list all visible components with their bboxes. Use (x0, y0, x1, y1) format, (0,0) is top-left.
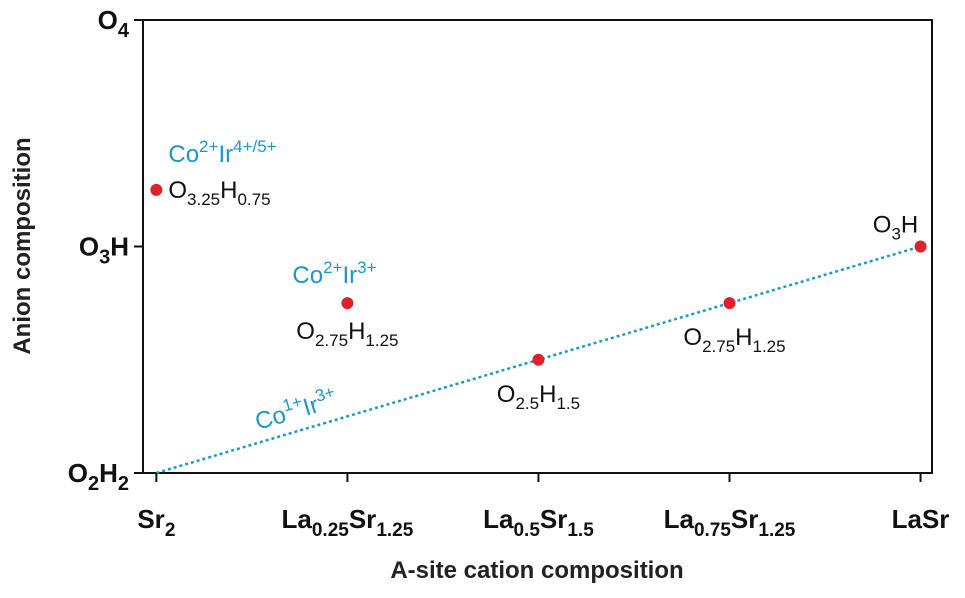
data-point (341, 297, 354, 310)
ticks-layer: Sr2 La0.25Sr1.25 La0.5Sr1.5 La0.75Sr1.25 LaS… (68, 5, 950, 541)
x-tick-label: La0.5Sr1.5 (483, 504, 594, 541)
oxidation-annotation: Co2+Ir3+ (292, 258, 376, 289)
y-axis-title: Anion composition (9, 137, 36, 354)
x-tick-label: Sr2 (137, 504, 175, 541)
x-tick-label: La0.25Sr1.25 (282, 504, 414, 541)
oxidation-annotation-trend: Co1+Ir3+ (251, 382, 341, 436)
data-point (723, 297, 736, 310)
points-layer: O3.25H0.75 O2.75H1.25 O2.5H1.5 O2.75H1.25 O3… (150, 177, 927, 413)
x-tick-label: LaSr (892, 504, 950, 534)
y-tick-label: O3H (79, 232, 129, 269)
data-point-label: O3.25H0.75 (168, 177, 270, 209)
data-point (532, 353, 545, 366)
data-point-label: O2.5H1.5 (497, 381, 580, 413)
x-tick-label: La0.75Sr1.25 (664, 504, 796, 541)
oxidation-annotation: Co2+Ir4+/5+ (168, 137, 276, 168)
data-point-label: O2.75H1.25 (296, 318, 398, 350)
data-point-label: O3H (873, 212, 918, 244)
y-tick-label: O2H2 (68, 458, 129, 495)
y-tick-label: O4 (98, 5, 130, 42)
data-point-label: O2.75H1.25 (683, 324, 785, 356)
annotation-layer: Co2+Ir4+/5+ Co2+Ir3+ Co1+Ir3+ (168, 137, 376, 436)
data-point (150, 183, 163, 196)
x-axis-title: A-site cation composition (390, 557, 683, 584)
data-point (914, 240, 927, 253)
